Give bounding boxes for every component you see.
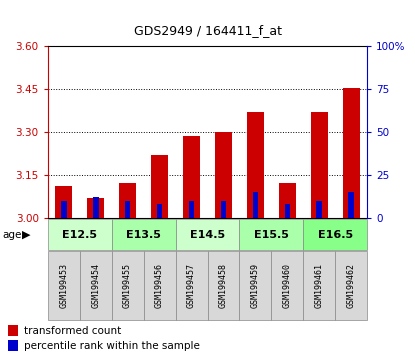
Bar (87, 198, 105, 218)
Bar (239, 219, 303, 250)
Bar (189, 201, 194, 218)
Text: GSM199462: GSM199462 (347, 263, 356, 308)
Text: GSM199461: GSM199461 (315, 263, 324, 308)
Text: E14.5: E14.5 (190, 229, 225, 240)
Text: age: age (2, 229, 22, 240)
Bar (125, 201, 130, 218)
Bar (61, 201, 66, 218)
Text: ▶: ▶ (22, 229, 30, 240)
Bar (8, 340, 18, 351)
Bar (247, 112, 264, 218)
Bar (221, 201, 226, 218)
Text: E13.5: E13.5 (126, 229, 161, 240)
Bar (8, 325, 18, 336)
Bar (176, 251, 208, 320)
Bar (55, 186, 73, 218)
Bar (208, 251, 239, 320)
Bar (151, 155, 168, 218)
Bar (176, 219, 239, 250)
Text: GDS2949 / 164411_f_at: GDS2949 / 164411_f_at (134, 24, 281, 37)
Text: E12.5: E12.5 (62, 229, 97, 240)
Text: GSM199458: GSM199458 (219, 263, 228, 308)
Bar (278, 183, 296, 218)
Bar (317, 201, 322, 218)
Text: percentile rank within the sample: percentile rank within the sample (24, 341, 200, 350)
Text: transformed count: transformed count (24, 326, 122, 336)
Text: GSM199459: GSM199459 (251, 263, 260, 308)
Bar (335, 251, 367, 320)
Text: E15.5: E15.5 (254, 229, 289, 240)
Bar (80, 251, 112, 320)
Text: GSM199460: GSM199460 (283, 263, 292, 308)
Bar (144, 251, 176, 320)
Bar (303, 251, 335, 320)
Bar (285, 204, 290, 218)
Bar (112, 219, 176, 250)
Bar (239, 251, 271, 320)
Bar (215, 132, 232, 218)
Bar (157, 204, 162, 218)
Text: GSM199457: GSM199457 (187, 263, 196, 308)
Bar (271, 251, 303, 320)
Text: E16.5: E16.5 (318, 229, 353, 240)
Text: GSM199456: GSM199456 (155, 263, 164, 308)
Bar (112, 251, 144, 320)
Bar (310, 112, 328, 218)
Bar (183, 136, 200, 218)
Bar (349, 192, 354, 218)
Text: GSM199455: GSM199455 (123, 263, 132, 308)
Text: GSM199454: GSM199454 (91, 263, 100, 308)
Bar (48, 219, 112, 250)
Bar (303, 219, 367, 250)
Text: GSM199453: GSM199453 (59, 263, 68, 308)
Bar (253, 192, 258, 218)
Bar (93, 197, 98, 218)
Bar (119, 183, 137, 218)
Bar (48, 251, 80, 320)
Bar (342, 87, 360, 218)
